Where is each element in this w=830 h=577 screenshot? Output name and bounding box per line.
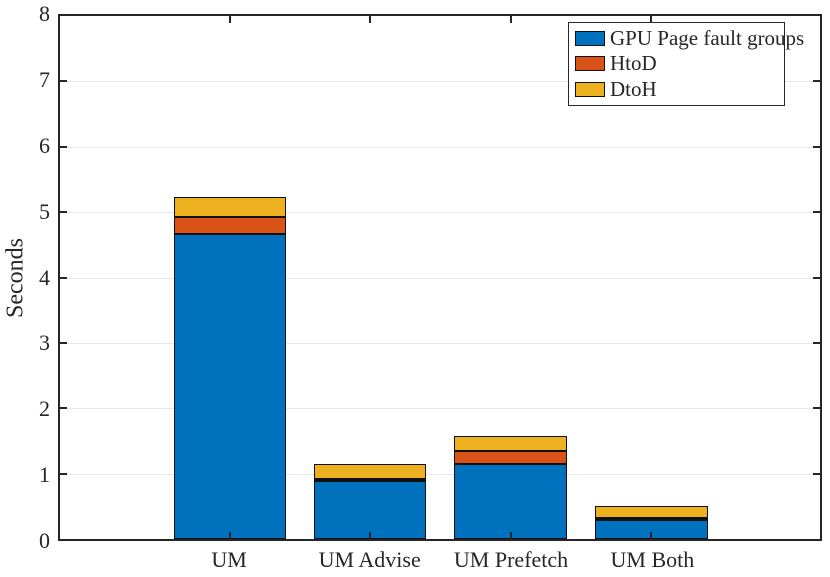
legend-swatch-icon bbox=[575, 31, 605, 47]
bar-um-both bbox=[595, 16, 708, 539]
x-tick bbox=[229, 532, 232, 539]
y-tick bbox=[60, 472, 67, 475]
legend-swatch-icon bbox=[575, 56, 605, 72]
bar-segment-htod bbox=[595, 518, 708, 521]
y-tick-label: 2 bbox=[39, 396, 50, 422]
y-tick bbox=[60, 80, 67, 83]
y-tick-label: 0 bbox=[39, 528, 50, 553]
bar-segment-gpu-page-fault-groups bbox=[313, 480, 427, 539]
gridline bbox=[60, 408, 820, 410]
bar-segment-gpu-page-fault-groups bbox=[174, 234, 287, 539]
bar-segment-dtoh bbox=[595, 505, 708, 519]
y-tick bbox=[813, 211, 820, 214]
x-tick-label: UM Advise bbox=[318, 547, 421, 572]
y-tick bbox=[60, 211, 67, 214]
x-tick bbox=[509, 532, 512, 539]
legend-row: GPU Page fault groups bbox=[569, 26, 804, 51]
legend-row: HtoD bbox=[569, 51, 784, 76]
x-tick-label: UM Both bbox=[610, 547, 695, 572]
legend-label: HtoD bbox=[610, 51, 657, 76]
gridline bbox=[60, 212, 820, 214]
x-tick-label: UM Prefetch bbox=[453, 547, 569, 572]
gridline bbox=[60, 81, 820, 83]
legend-label: DtoH bbox=[610, 76, 657, 101]
y-tick bbox=[813, 80, 820, 83]
y-tick bbox=[813, 276, 820, 279]
gridline bbox=[60, 277, 820, 279]
y-tick-label: 1 bbox=[39, 462, 50, 488]
y-tick-label: 4 bbox=[39, 264, 50, 290]
bar-um-prefetch bbox=[454, 16, 567, 539]
ticks-layer bbox=[60, 16, 820, 539]
bar-segment-dtoh bbox=[174, 197, 287, 217]
x-tick bbox=[229, 16, 232, 23]
bar-segment-htod bbox=[313, 478, 427, 481]
gridline bbox=[60, 342, 820, 344]
bar-segment-gpu-page-fault-groups bbox=[454, 463, 567, 539]
y-tick bbox=[813, 472, 820, 475]
x-tick bbox=[369, 16, 372, 23]
bar-um bbox=[174, 16, 287, 539]
x-tick bbox=[369, 532, 372, 539]
bar-segment-dtoh bbox=[454, 436, 567, 452]
y-tick bbox=[60, 407, 67, 410]
y-tick-label: 8 bbox=[39, 1, 50, 26]
legend: GPU Page fault groups HtoD DtoH bbox=[568, 22, 804, 106]
gridline bbox=[60, 146, 820, 148]
legend-swatch-icon bbox=[575, 81, 605, 97]
y-tick-label: 6 bbox=[39, 132, 50, 158]
x-tick bbox=[509, 16, 512, 23]
x-tick-label: UM bbox=[211, 547, 247, 572]
y-tick-label: 3 bbox=[39, 330, 50, 356]
y-tick bbox=[813, 407, 820, 410]
bar-segment-htod bbox=[454, 451, 567, 464]
bars-layer bbox=[60, 16, 820, 539]
y-tick bbox=[60, 341, 67, 344]
y-tick-label: 5 bbox=[39, 198, 50, 224]
y-tick bbox=[813, 341, 820, 344]
y-tick bbox=[813, 145, 820, 148]
y-tick-label: 7 bbox=[39, 66, 50, 92]
x-tick bbox=[650, 16, 653, 23]
gridline bbox=[60, 473, 820, 475]
plot-area: GPU Page fault groups HtoD DtoH bbox=[58, 14, 822, 541]
bar-segment-htod bbox=[174, 216, 287, 235]
grid-layer bbox=[60, 16, 820, 539]
x-tick bbox=[650, 532, 653, 539]
y-tick bbox=[60, 145, 67, 148]
y-tick bbox=[60, 276, 67, 279]
bar-um-advise bbox=[313, 16, 427, 539]
legend-label: GPU Page fault groups bbox=[610, 26, 805, 51]
bar-segment-dtoh bbox=[313, 464, 427, 479]
legend-row: DtoH bbox=[569, 77, 784, 102]
